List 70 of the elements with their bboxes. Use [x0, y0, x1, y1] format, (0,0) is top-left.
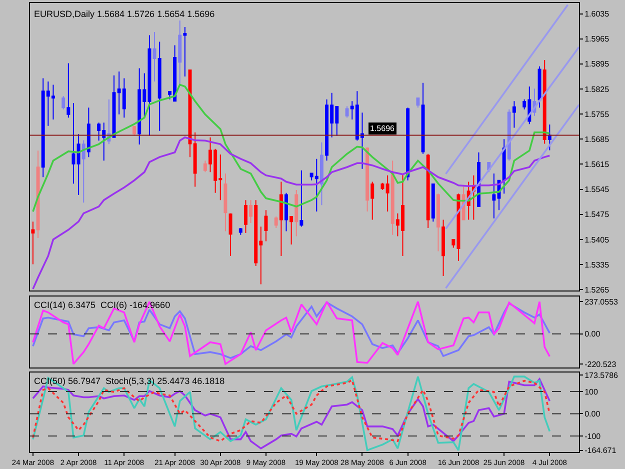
y-tick-label: 1.5895: [584, 60, 610, 69]
y-tick-label: 1.5405: [584, 235, 610, 244]
candlestick: [66, 62, 70, 118]
candlestick: [426, 153, 430, 229]
y-tick-label: 1.5685: [584, 134, 610, 144]
candlestick: [300, 170, 304, 228]
candlestick: [492, 173, 496, 219]
y-tick-label: -164.671: [584, 446, 617, 456]
candlestick: [274, 216, 278, 229]
y-tick-label: 1.5825: [584, 84, 610, 94]
y-tick-label: 1.5755: [584, 110, 610, 119]
candlestick: [512, 100, 516, 128]
candlestick: [228, 212, 232, 256]
y-tick-label: 1.5615: [584, 160, 610, 170]
candlestick: [31, 221, 35, 265]
candlestick: [193, 132, 197, 188]
candlestick: [416, 97, 420, 108]
y-tick-label: -100: [584, 432, 602, 441]
candlestick: [224, 173, 228, 232]
candlestick: [421, 82, 425, 154]
y-tick-label: 0.00: [584, 330, 601, 339]
candlestick: [366, 146, 370, 212]
candlestick: [264, 210, 268, 242]
candlestick: [238, 228, 242, 236]
y-tick-label: 1.5475: [584, 210, 610, 220]
candlestick: [249, 200, 253, 224]
y-tick-label: 173.5786: [584, 370, 619, 380]
candlestick: [370, 181, 374, 220]
line-series: [32, 136, 551, 290]
line-series: [32, 84, 551, 212]
candlestick: [386, 174, 390, 212]
candlestick: [390, 160, 394, 236]
y-tick-label: 0.00: [584, 410, 601, 419]
candlestick: [442, 219, 446, 277]
candlestick: [244, 200, 248, 234]
y-tick-label: 1.5265: [584, 285, 610, 294]
candlestick: [436, 193, 440, 252]
y-tick-label: -220.523: [584, 360, 617, 369]
candlestick: [86, 107, 90, 158]
candlestick: [406, 107, 410, 181]
ref-line-label: 1.5696: [370, 124, 396, 133]
candlestick: [294, 190, 298, 237]
candlestick: [290, 216, 294, 245]
candlestick: [431, 183, 435, 222]
y-tick-label: 1.5335: [584, 260, 610, 270]
candlestick: [62, 96, 66, 110]
candlestick: [502, 138, 506, 194]
y-tick-label: 1.5545: [584, 185, 610, 194]
candlestick: [320, 142, 324, 206]
y-tick-label: 100: [584, 387, 598, 396]
candlestick: [284, 192, 288, 232]
candlestick: [279, 181, 283, 256]
candlestick: [507, 108, 511, 162]
candlestick: [76, 134, 80, 196]
candlestick: [345, 106, 349, 118]
candlestick: [203, 160, 207, 173]
y-tick-label: 237.0553: [584, 297, 619, 306]
y-tick-label: 1.5965: [584, 34, 610, 44]
candlestick: [36, 150, 40, 239]
candlestick: [538, 66, 542, 108]
candlestick: [152, 32, 156, 82]
candlestick: [132, 125, 136, 136]
candlestick: [72, 102, 76, 184]
candlestick: [548, 124, 552, 151]
candlestick: [178, 20, 182, 86]
y-tick-label: 1.6035: [584, 10, 610, 19]
candlestick: [158, 41, 162, 132]
text: EURUSD,Daily 1.5684 1.5726 1.5654 1.5696: [34, 9, 215, 19]
candlestick: [82, 140, 86, 204]
candlestick: [183, 26, 187, 77]
